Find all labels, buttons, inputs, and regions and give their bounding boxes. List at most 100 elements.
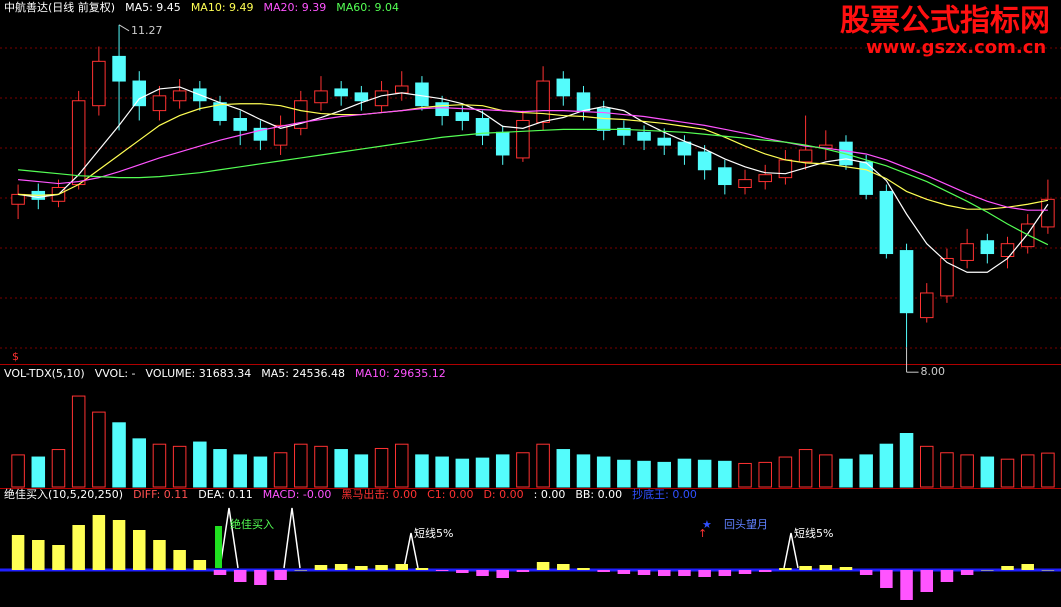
moving-average	[18, 103, 1049, 210]
macd-bar	[112, 520, 126, 570]
macd-bar	[940, 570, 954, 582]
header-item: D: 0.00	[483, 488, 523, 501]
macd-bar	[52, 545, 65, 570]
candle-body	[112, 55, 126, 82]
header-item: MA5: 24536.48	[261, 367, 345, 380]
header-item: MACD: -0.00	[263, 488, 332, 501]
candle-body	[233, 118, 247, 131]
macd-bar	[334, 564, 348, 570]
volume-bar	[536, 443, 550, 488]
candle-body	[11, 193, 25, 205]
macd-bar	[153, 540, 166, 570]
macd-bar	[981, 570, 994, 571]
macd-bar	[355, 566, 368, 570]
candle-body	[132, 80, 147, 107]
macd-bar	[496, 570, 509, 578]
volume-bar	[576, 454, 591, 488]
volume-bar	[758, 461, 772, 488]
candle-body	[637, 131, 651, 141]
candle-body	[253, 127, 268, 141]
candle-body	[495, 131, 510, 156]
header-item: 抄底王: 0.00	[632, 487, 697, 501]
macd-bar	[819, 565, 833, 570]
candle-body	[919, 292, 934, 319]
candle-body	[879, 190, 894, 255]
volume-bar	[132, 438, 147, 488]
candle-body	[354, 92, 369, 102]
volume-bar	[657, 461, 672, 488]
candle-body	[859, 161, 873, 195]
header-item: DIFF: 0.11	[133, 488, 188, 501]
candle-body	[415, 82, 429, 107]
volume-bar	[394, 443, 409, 488]
macd-bar	[577, 568, 590, 570]
candle-body	[71, 100, 86, 186]
signal-label: 回头望月	[724, 518, 768, 531]
candle-body	[1041, 198, 1055, 228]
volume-bar	[11, 454, 25, 488]
macd-bar	[314, 565, 328, 570]
volume-bar	[940, 452, 954, 488]
volume-bar	[556, 449, 571, 488]
volume-bar	[899, 433, 914, 488]
volume-bar	[697, 459, 712, 488]
candle-body	[758, 174, 772, 183]
macd-bar	[1041, 570, 1055, 571]
candle-body	[374, 90, 389, 107]
candle-body	[657, 137, 672, 146]
macd-bar	[859, 570, 873, 575]
candle-body	[576, 92, 591, 112]
header-item: 黑马出击: 0.00	[341, 487, 417, 501]
macd-bar	[72, 525, 85, 570]
volume-bar	[859, 454, 873, 488]
macd-bar	[32, 540, 45, 570]
candle-body	[617, 127, 631, 136]
moving-average	[18, 107, 1048, 211]
volume-bar	[778, 456, 793, 488]
candle-body	[334, 88, 348, 97]
volume-bar	[1041, 452, 1055, 488]
volume-bar	[839, 458, 853, 488]
macd-bar	[900, 570, 913, 600]
macd-bar	[516, 570, 530, 572]
candle-body	[556, 78, 571, 97]
signal-arrow: ↑	[698, 527, 707, 540]
macd-bar	[758, 570, 772, 572]
volume-bar	[314, 445, 328, 488]
header-item: 中航善达(日线 前复权)	[4, 0, 115, 14]
candle-body	[92, 60, 106, 107]
candle-body	[899, 250, 914, 314]
watermark-title: 股票公式指标网	[840, 4, 1050, 39]
signal-spike	[283, 507, 301, 569]
volume-bar	[960, 454, 974, 488]
high-label: 11.27	[131, 24, 163, 37]
volume-bar	[617, 459, 631, 488]
macd-bar	[415, 568, 429, 570]
volume-bar	[112, 422, 126, 488]
volume-bar	[152, 443, 167, 488]
header-item: DEA: 0.11	[198, 488, 252, 501]
macd-bar	[779, 568, 792, 570]
volume-bar	[92, 411, 106, 488]
volume-bar	[193, 441, 207, 488]
macd-bar	[880, 570, 893, 588]
volume-bar	[51, 449, 66, 488]
watermark-url: www.gszx.com.cn	[866, 37, 1046, 58]
macd-bar	[213, 570, 227, 575]
candle-body	[536, 80, 550, 123]
header-item: 绝佳买入(10,5,20,250)	[4, 487, 123, 501]
volume-bar	[455, 458, 470, 488]
macd-bar	[657, 570, 671, 576]
header-item: : 0.00	[534, 488, 566, 501]
macd-bar	[456, 570, 469, 573]
volume-bar	[1020, 454, 1035, 488]
signal-star: ★	[702, 518, 712, 531]
header-item: MA10: 29635.12	[355, 367, 446, 380]
low-label: 8.00	[921, 365, 946, 378]
header-item: MA20: 9.39	[264, 1, 327, 14]
candle-body	[960, 243, 974, 261]
header-item: MA10: 9.49	[191, 1, 254, 14]
macd-bar	[132, 530, 146, 570]
